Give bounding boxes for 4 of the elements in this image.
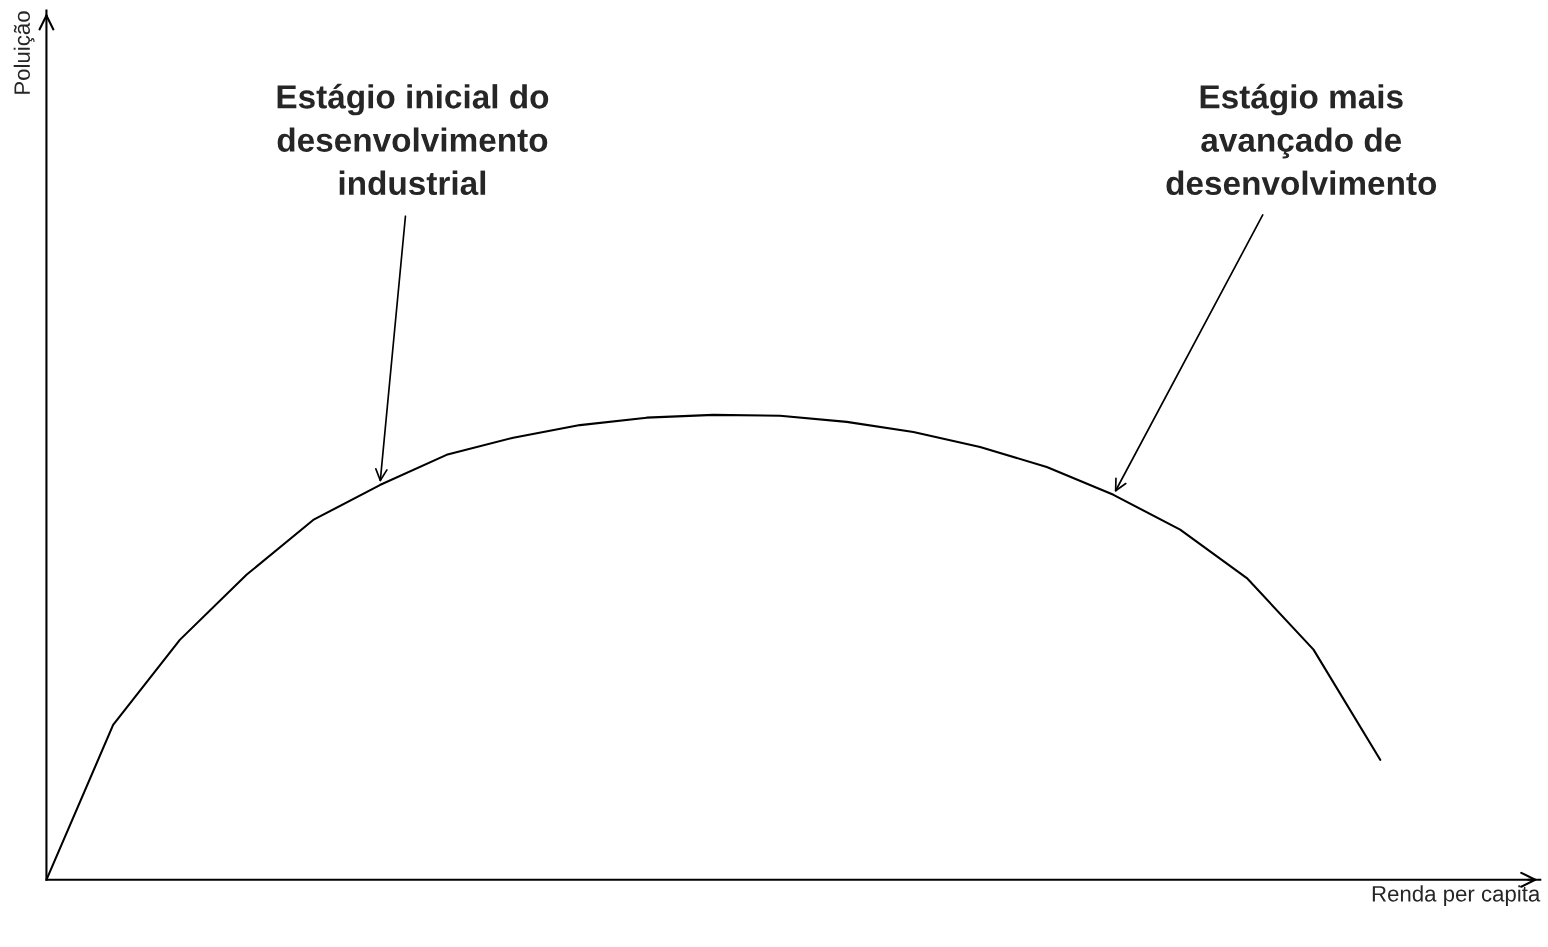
text: Estágio mais avançado de desenvolvimento	[1166, 83, 1437, 196]
text: Poluição	[13, 11, 35, 94]
text: Estágio inicial do desenvolvimento industrial	[277, 83, 549, 196]
x-axis-title: Renda per capita	[1372, 885, 1541, 907]
